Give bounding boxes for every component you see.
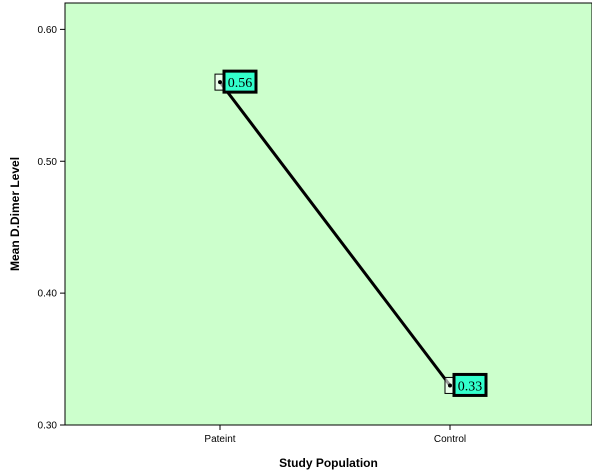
data-point [218, 80, 222, 85]
y-tick-label: 0.30 [38, 421, 58, 432]
plot-area [64, 2, 592, 426]
y-tick-label: 0.50 [38, 157, 58, 168]
y-tick-label: 0.60 [38, 25, 58, 36]
x-axis-title: Study Population [279, 456, 378, 470]
y-axis-title: Mean D.Dimer Level [8, 157, 22, 271]
series-line [218, 81, 452, 387]
data-label-box [222, 69, 258, 94]
data-label-box [452, 372, 488, 397]
data-label: 0.56 [228, 76, 253, 91]
series-group: 0.56 0.33 [214, 69, 488, 397]
x-axis: Pateint Control [204, 425, 466, 445]
x-tick-label: Pateint [204, 434, 235, 445]
data-label: 0.33 [458, 379, 483, 394]
x-tick-label: Control [434, 434, 466, 445]
y-axis: 0.30 0.40 0.50 0.60 [38, 25, 65, 432]
y-tick-label: 0.40 [38, 289, 58, 300]
data-point [448, 383, 452, 388]
